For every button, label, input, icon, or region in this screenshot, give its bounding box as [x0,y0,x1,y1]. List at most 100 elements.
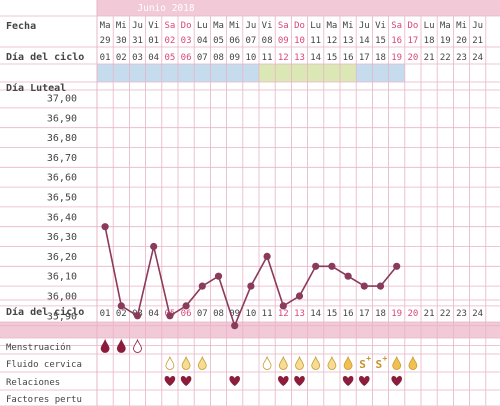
weekday-label: Sa [278,21,289,31]
cycle-day-label-bottom: 13 [294,309,305,319]
label-dia-luteal: Día Luteal [6,82,66,94]
weekday-label: Ma [440,21,451,31]
cycle-day-label-bottom: 08 [213,309,224,319]
phase-band-blue [242,64,259,82]
date-label: 08 [262,36,273,46]
cycle-day-label-bottom: 14 [310,309,321,319]
cycle-day-label: 23 [456,53,467,63]
cycle-day-label-bottom: 23 [456,309,467,319]
weekday-label: Lu [197,21,208,31]
temperature-point [247,282,255,290]
temperature-point [360,282,368,290]
weekday-label: Ma [213,21,224,31]
date-label: 13 [343,36,354,46]
label-factores: Factores pertu [6,395,82,405]
heart-icon [294,376,305,386]
phase-band-green [291,64,308,82]
temperature-point [312,262,320,270]
temperature-point [263,252,271,260]
phase-band-blue [145,64,162,82]
phase-band-green [323,64,340,82]
temperature-point [279,302,287,310]
phase-band-blue [372,64,389,82]
heart-icon [359,376,370,386]
y-tick-label: 36,90 [47,113,77,124]
label-relaciones: Relaciones [6,378,60,388]
temperature-point [101,223,109,231]
month-title: Junio 2018 [137,3,194,14]
date-label: 20 [456,36,467,46]
phase-band-blue [226,64,243,82]
temperature-point [166,312,174,320]
heart-icon [342,376,354,386]
temperature-point [182,302,190,310]
heart-icon [229,376,240,386]
cycle-day-label-bottom: 19 [391,309,402,319]
drop-icon [133,338,142,353]
phase-band-blue [210,64,227,82]
date-label: 16 [391,36,402,46]
cycle-day-label: 08 [213,53,224,63]
temperature-point [133,312,142,320]
drop-icon [392,355,402,370]
y-tick-label: 36,10 [47,272,77,283]
cycle-day-label: 09 [229,53,240,63]
cycle-day-label: 16 [343,53,354,63]
temperature-point [393,262,401,270]
label-fluido: Fluido cervica [6,360,82,370]
cycle-day-label-bottom: 15 [326,309,337,319]
date-label: 15 [375,36,386,46]
drop-icon [262,355,272,370]
drop-icon [181,355,191,370]
weekday-label: Vi [148,21,159,31]
cycle-day-label: 02 [116,53,127,63]
cycle-day-label: 14 [310,53,321,63]
temperature-point [150,242,158,251]
drop-icon [165,355,175,370]
weekday-label: Lu [424,21,435,31]
weekday-label: Ma [326,21,337,31]
date-label: 06 [229,36,240,46]
y-tick-label: 36,50 [47,193,77,204]
temperature-point [295,292,304,300]
date-label: 09 [278,36,289,46]
drop-icon [408,355,418,370]
date-label: 29 [100,36,111,46]
y-tick-label: 36,70 [47,153,77,164]
date-label: 01 [148,36,159,46]
drop-icon [343,355,353,370]
date-label: 02 [164,36,175,46]
cycle-day-label: 10 [245,53,256,63]
cycle-day-label-bottom: 04 [148,309,159,319]
phase-band-blue [388,64,405,82]
temperature-point [231,322,239,330]
weekday-label: Mi [229,21,240,31]
cycle-day-label-bottom: 10 [245,309,256,319]
heart-icon [180,376,192,386]
cycle-day-label: 20 [407,53,418,63]
cycle-day-label: 05 [164,53,175,63]
cycle-day-label-bottom: 18 [375,309,386,319]
date-label: 18 [424,36,435,46]
fluid-s-plus-label: S [376,358,383,371]
temperature-point [376,282,385,290]
cycle-day-label-bottom: 02 [116,309,127,319]
cycle-day-label: 12 [278,53,289,63]
weekday-label: Vi [262,21,273,31]
weekday-label: Do [294,21,305,31]
fluid-s-plus-sup: + [383,354,388,363]
weekday-label: Sa [164,21,175,31]
cycle-day-label-bottom: 24 [472,309,483,319]
cycle-day-label-bottom: 11 [262,309,273,319]
weekday-label: Ma [100,21,111,31]
label-dia-ciclo-top: Día del ciclo [6,51,84,63]
y-tick-label: 36,80 [47,133,77,144]
temperature-point [344,272,352,280]
y-tick-label: 36,40 [47,212,77,223]
weekday-label: Ju [245,21,256,31]
weekday-label: Ju [359,21,370,31]
date-label: 21 [472,36,483,46]
phase-band-blue [97,64,114,82]
date-label: 14 [359,36,370,46]
drop-icon [100,338,110,353]
